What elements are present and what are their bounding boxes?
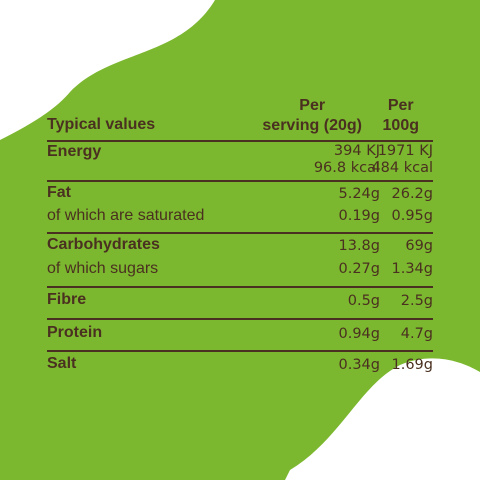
per-serving-value: 5.24g bbox=[338, 186, 381, 202]
per-serving-value: 0.27g bbox=[338, 261, 381, 277]
per-100g-value: 2.5g bbox=[400, 293, 433, 309]
per-serving-value: 0.34g bbox=[338, 357, 381, 373]
row-label: Fibre bbox=[47, 291, 87, 308]
per-100g-value: 1971 KJ bbox=[377, 143, 433, 159]
row-label: Protein bbox=[47, 324, 103, 341]
per-serving-value: 0.5g bbox=[347, 293, 380, 309]
per-serving-value: 394 KJ bbox=[333, 143, 380, 159]
per-100g-value: 26.2g bbox=[391, 186, 434, 202]
per-100g-value: 1.34g bbox=[391, 261, 434, 277]
table-row-fat: Fat 5.24g 26.2g of which are saturated 0… bbox=[47, 184, 433, 228]
row-label: Energy bbox=[47, 143, 102, 160]
row-label: Salt bbox=[47, 355, 77, 372]
per-100g-value: 0.95g bbox=[391, 208, 434, 224]
divider bbox=[47, 286, 433, 288]
row-sublabel: of which sugars bbox=[47, 260, 159, 277]
divider bbox=[47, 140, 433, 142]
header-per-serving: Per serving (20g) bbox=[262, 96, 362, 136]
per-serving-value: 96.8 kcal bbox=[313, 160, 380, 176]
per-100g-value: 69g bbox=[405, 238, 433, 254]
per-serving-value: 0.94g bbox=[338, 326, 381, 342]
divider bbox=[47, 350, 433, 352]
per-serving-value: 13.8g bbox=[338, 238, 381, 254]
table-row-protein: Protein 0.94g 4.7g bbox=[47, 324, 433, 348]
header-per-100g: Per 100g bbox=[383, 96, 419, 136]
row-label: Carbohydrates bbox=[47, 236, 160, 253]
header-per-100g-line1: Per bbox=[387, 97, 414, 114]
divider bbox=[47, 180, 433, 182]
header-per-serving-line1: Per bbox=[299, 97, 326, 114]
header-per-serving-line2: serving (20g) bbox=[262, 117, 362, 134]
per-serving-value: 0.19g bbox=[338, 208, 381, 224]
per-100g-value: 4.7g bbox=[400, 326, 433, 342]
table-header: Typical values Per serving (20g) Per 100… bbox=[47, 96, 437, 138]
header-typical-values: Typical values bbox=[47, 116, 156, 133]
per-100g-value: 1.69g bbox=[391, 357, 434, 373]
divider bbox=[47, 318, 433, 320]
row-sublabel: of which are saturated bbox=[47, 207, 205, 224]
header-per-100g-line2: 100g bbox=[382, 117, 419, 134]
table-row-carbohydrates: Carbohydrates 13.8g 69g of which sugars … bbox=[47, 236, 433, 284]
per-100g-value: 484 kcal bbox=[371, 160, 433, 176]
table-row-salt: Salt 0.34g 1.69g bbox=[47, 355, 433, 379]
table-row-fibre: Fibre 0.5g 2.5g bbox=[47, 291, 433, 315]
row-label: Fat bbox=[47, 184, 71, 201]
table-row-energy: Energy 394 KJ 1971 KJ 96.8 kcal 484 kcal bbox=[47, 143, 433, 179]
divider bbox=[47, 232, 433, 234]
